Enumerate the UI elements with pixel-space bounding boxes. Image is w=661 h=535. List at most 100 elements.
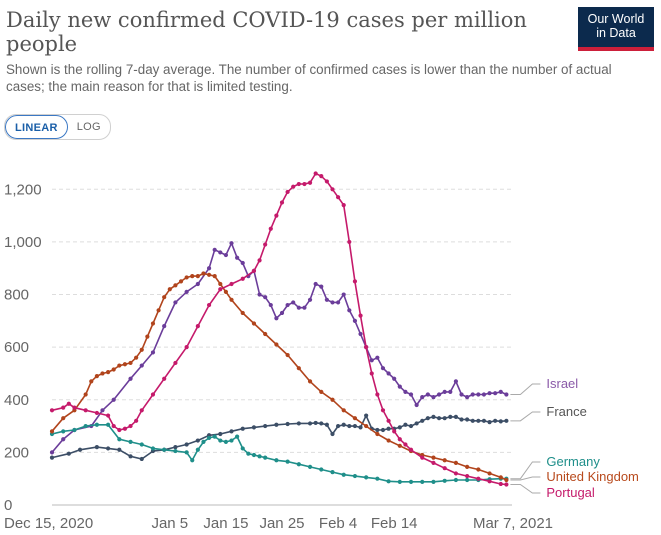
data-point-portugal bbox=[279, 200, 285, 205]
data-point-france bbox=[285, 421, 290, 427]
data-point-united-kingdom bbox=[134, 355, 139, 360]
data-point-united-kingdom bbox=[364, 423, 369, 429]
data-point-portugal bbox=[251, 268, 257, 273]
series-line-france bbox=[51, 414, 507, 460]
data-point-israel bbox=[274, 316, 279, 321]
chart-subtitle: Shown is the rolling 7-day average. The … bbox=[6, 62, 612, 94]
data-point-israel bbox=[285, 302, 290, 308]
data-point-germany bbox=[386, 479, 391, 484]
data-point-france bbox=[408, 423, 414, 429]
data-point-israel bbox=[431, 395, 436, 400]
data-point-portugal bbox=[257, 258, 262, 263]
data-point-germany bbox=[128, 439, 133, 444]
linear-scale-button[interactable]: LINEAR bbox=[5, 115, 68, 139]
owid-logo[interactable]: Our World in Data bbox=[578, 7, 654, 51]
data-point-portugal bbox=[150, 392, 156, 397]
data-point-france bbox=[324, 422, 329, 427]
data-point-france bbox=[66, 451, 71, 456]
data-point-france bbox=[358, 425, 363, 430]
data-point-portugal bbox=[504, 482, 509, 487]
logo-line-1: Our World bbox=[587, 12, 645, 26]
data-point-united-kingdom bbox=[453, 460, 459, 466]
data-point-portugal bbox=[268, 226, 273, 231]
data-point-israel bbox=[291, 300, 296, 305]
data-point-united-kingdom bbox=[352, 416, 358, 421]
y-tick-label: 0 bbox=[4, 497, 12, 514]
data-point-israel bbox=[263, 295, 268, 300]
data-point-israel bbox=[420, 395, 425, 400]
data-point-israel bbox=[448, 389, 453, 394]
legend-leader-israel bbox=[510, 383, 541, 396]
data-point-france bbox=[470, 418, 475, 423]
log-scale-button[interactable]: LOG bbox=[76, 121, 101, 133]
data-point-germany bbox=[235, 434, 240, 439]
data-point-israel bbox=[487, 391, 492, 396]
data-point-portugal bbox=[453, 471, 459, 476]
data-point-germany bbox=[465, 477, 470, 483]
data-point-portugal bbox=[195, 324, 200, 329]
data-point-united-kingdom bbox=[89, 379, 94, 384]
data-point-portugal bbox=[358, 313, 363, 318]
data-point-germany bbox=[150, 446, 156, 451]
data-point-united-kingdom bbox=[375, 431, 380, 437]
data-point-france bbox=[425, 416, 430, 421]
data-point-israel bbox=[296, 305, 301, 310]
data-point-united-kingdom bbox=[49, 429, 55, 434]
data-point-united-kingdom bbox=[117, 363, 122, 368]
legend-leader-france bbox=[510, 411, 541, 422]
data-point-france bbox=[498, 419, 503, 424]
legend-label-israel: Israel bbox=[546, 376, 578, 391]
data-point-france bbox=[465, 417, 470, 422]
data-point-germany bbox=[94, 422, 99, 427]
data-point-united-kingdom bbox=[504, 477, 509, 483]
data-point-portugal bbox=[94, 410, 99, 416]
data-point-portugal bbox=[375, 392, 380, 397]
data-point-israel bbox=[319, 284, 324, 289]
data-point-israel bbox=[504, 392, 509, 397]
data-point-portugal bbox=[498, 481, 503, 487]
data-point-united-kingdom bbox=[167, 287, 172, 292]
data-point-israel bbox=[470, 392, 475, 397]
data-point-israel bbox=[414, 402, 419, 408]
data-point-france bbox=[364, 413, 369, 418]
data-point-portugal bbox=[229, 281, 234, 287]
y-tick-label: 400 bbox=[4, 392, 29, 409]
x-tick-label: Dec 15, 2020 bbox=[4, 515, 93, 532]
data-point-germany bbox=[442, 478, 447, 483]
data-point-israel bbox=[139, 363, 144, 368]
scale-toggle: LINEAR LOG bbox=[4, 114, 111, 140]
data-point-france bbox=[77, 447, 83, 452]
data-point-israel bbox=[341, 292, 346, 297]
data-point-israel bbox=[347, 308, 352, 313]
data-point-france bbox=[352, 423, 358, 429]
data-point-portugal bbox=[263, 242, 268, 247]
data-point-portugal bbox=[364, 345, 369, 350]
x-tick-label: Jan 25 bbox=[259, 515, 304, 532]
data-point-france bbox=[139, 456, 144, 462]
data-point-united-kingdom bbox=[100, 371, 105, 376]
data-point-france bbox=[105, 446, 111, 451]
data-point-france bbox=[431, 414, 436, 419]
data-point-germany bbox=[352, 473, 358, 479]
data-point-united-kingdom bbox=[173, 283, 178, 288]
y-tick-label: 600 bbox=[4, 339, 29, 356]
legend-leader-portugal bbox=[510, 483, 541, 494]
data-point-israel bbox=[307, 297, 313, 302]
data-point-france bbox=[251, 425, 257, 430]
data-point-israel bbox=[240, 260, 245, 266]
data-point-israel bbox=[397, 384, 402, 389]
data-point-united-kingdom bbox=[296, 366, 301, 371]
data-point-france bbox=[274, 422, 279, 427]
data-point-portugal bbox=[184, 345, 189, 350]
x-tick-label: Mar 7, 2021 bbox=[473, 515, 553, 532]
data-point-portugal bbox=[408, 447, 414, 452]
data-point-israel bbox=[223, 252, 229, 258]
data-point-israel bbox=[100, 408, 105, 413]
data-point-united-kingdom bbox=[431, 455, 436, 460]
data-point-germany bbox=[246, 451, 251, 456]
data-point-israel bbox=[465, 395, 470, 400]
data-point-portugal bbox=[285, 189, 290, 195]
data-point-portugal bbox=[105, 413, 111, 418]
data-point-portugal bbox=[380, 408, 386, 413]
data-point-france bbox=[263, 423, 268, 429]
